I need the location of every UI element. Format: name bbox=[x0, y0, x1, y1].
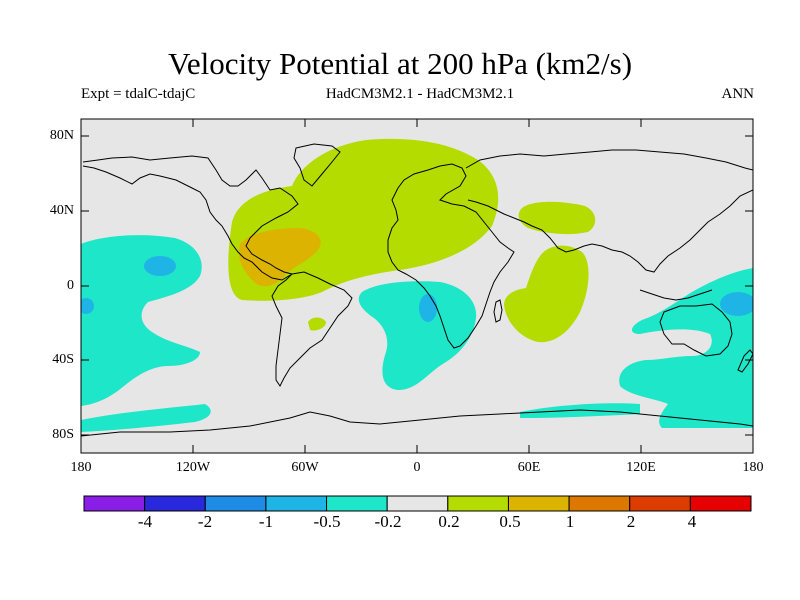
latitude-ticks bbox=[81, 135, 753, 436]
colorbar-box bbox=[326, 495, 388, 512]
colorbar-label: 2 bbox=[626, 512, 636, 531]
contour-negative-core-west-pacific bbox=[720, 292, 753, 316]
lat-label-80n: 80N bbox=[49, 128, 74, 143]
colorbar bbox=[83, 495, 752, 512]
colorbar-label: 0.5 bbox=[499, 512, 521, 531]
coastline-asia bbox=[465, 149, 753, 273]
colorbar-box bbox=[265, 495, 328, 512]
chart-title: Velocity Potential at 200 hPa (km2/s) bbox=[167, 46, 633, 81]
lon-label-60w: 60W bbox=[291, 460, 319, 475]
lon-label-120e: 120E bbox=[626, 460, 656, 475]
coastline-australia bbox=[659, 303, 733, 357]
lat-label-40n: 40N bbox=[49, 203, 74, 218]
coastlines bbox=[81, 143, 753, 437]
lat-label-40s: 40S bbox=[52, 352, 74, 367]
colorbar-box bbox=[386, 495, 449, 512]
longitude-ticks bbox=[192, 119, 642, 453]
colorbar-label: -4 bbox=[137, 512, 153, 531]
colorbar-box bbox=[83, 495, 146, 512]
contour-positive-south-america bbox=[308, 317, 326, 331]
coastline-new-zealand bbox=[737, 349, 753, 373]
lon-label-180e: 180 bbox=[742, 460, 764, 475]
coastline-antarctica bbox=[81, 409, 753, 437]
experiment-label: Expt = tdalC-tdajC bbox=[81, 86, 196, 102]
coastline-greenland bbox=[293, 143, 341, 187]
colorbar-label: -1 bbox=[258, 512, 274, 531]
colorbar-box bbox=[447, 495, 509, 512]
lat-label-80s: 80S bbox=[52, 427, 74, 442]
colorbar-box bbox=[568, 495, 631, 512]
colorbar-label: -2 bbox=[197, 512, 213, 531]
lon-label-60e: 60E bbox=[517, 460, 541, 475]
lon-label-180w: 180 bbox=[70, 460, 92, 475]
lon-label-120w: 120W bbox=[175, 460, 211, 475]
model-label: HadCM3M2.1 - HadCM3M2.1 bbox=[325, 86, 515, 102]
contour-negative-east-pacific bbox=[81, 235, 202, 406]
coastline-maritime-continent bbox=[639, 289, 713, 301]
contour-negative-southern-ocean bbox=[520, 403, 640, 418]
colorbar-box bbox=[204, 495, 267, 512]
coastline-europe-africa bbox=[387, 163, 515, 349]
contour-negative-core-atlantic bbox=[419, 294, 437, 322]
colorbar-label: -0.5 bbox=[313, 512, 341, 531]
lat-label-0: 0 bbox=[67, 278, 74, 293]
contour-negative-west-pacific bbox=[619, 268, 753, 428]
coastline-madagascar bbox=[493, 299, 503, 323]
colorbar-box bbox=[144, 495, 206, 512]
contour-fields bbox=[81, 138, 753, 437]
contour-negative-core-pacific bbox=[144, 256, 176, 276]
contour-negative-core-far-east bbox=[81, 298, 94, 314]
lon-label-0: 0 bbox=[413, 460, 421, 475]
contour-positive-arabia bbox=[518, 201, 596, 235]
contour-negative-atlantic-africa bbox=[358, 281, 477, 390]
colorbar-box bbox=[507, 495, 570, 512]
colorbar-box bbox=[689, 495, 752, 512]
colorbar-label: 4 bbox=[687, 512, 697, 531]
coastline-south-america bbox=[271, 271, 353, 387]
season-label: ANN bbox=[721, 86, 755, 102]
contour-positive-caribbean-core bbox=[238, 228, 321, 287]
colorbar-box bbox=[629, 495, 691, 512]
colorbar-label: -0.2 bbox=[374, 512, 402, 531]
contour-negative-south-pacific bbox=[81, 404, 211, 432]
colorbar-label: 0.2 bbox=[438, 512, 460, 531]
colorbar-label: 1 bbox=[565, 512, 575, 531]
contour-positive-indian-ocean bbox=[504, 245, 589, 343]
coastline-north-america bbox=[82, 155, 299, 281]
